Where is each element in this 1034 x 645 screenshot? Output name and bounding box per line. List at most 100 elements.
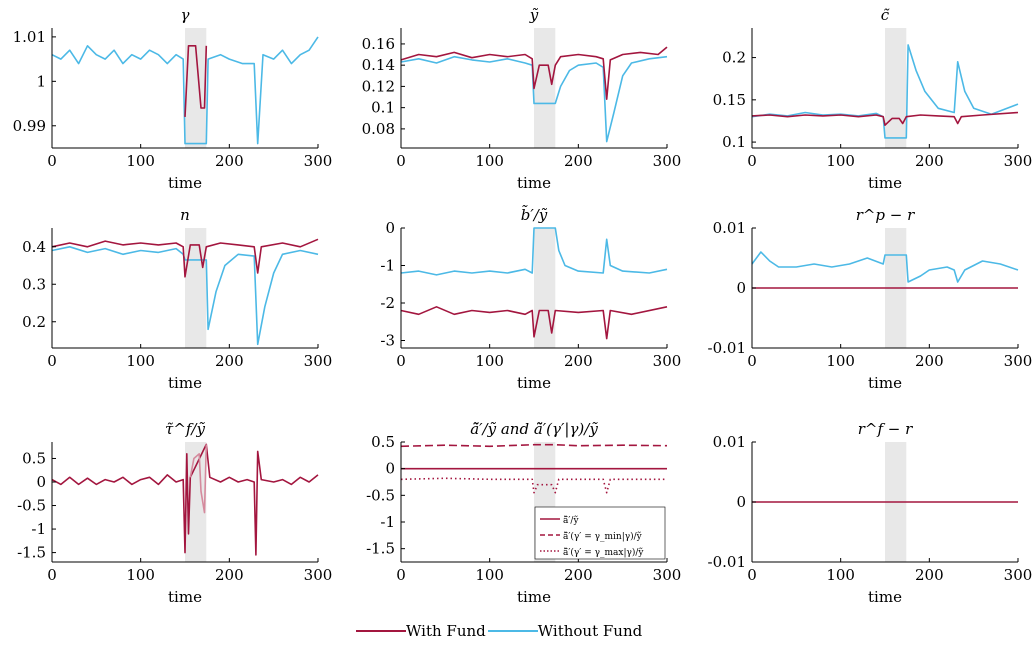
panel-1-xtick-label: 100 — [126, 152, 155, 170]
panel-9-ytick-label: 0.01 — [713, 433, 746, 451]
panel-8-legend-label-1: ã̃′/ỹ — [563, 515, 579, 526]
panel-5-series-2 — [400, 306, 668, 340]
panel-1-series-1 — [51, 36, 319, 145]
panel-6-ytick-label: -0.01 — [708, 339, 746, 357]
panel-7-ytick-label: -1 — [31, 520, 46, 538]
legend-with-fund: With Fund — [356, 622, 486, 640]
panel-2-ytick-label: 0.14 — [362, 56, 395, 74]
panel-2-xtick-label: 100 — [475, 152, 504, 170]
panel-7-title: τ̃^f/ỹ — [165, 420, 205, 438]
panel-7-shade-band — [185, 442, 207, 562]
panel-2-xtick-label: 0 — [396, 152, 406, 170]
panel-4: 0 100 200 300 0.4 0.3 0.2 n time — [22, 206, 332, 392]
panel-8-ytick-label: -1.5 — [366, 540, 395, 558]
panel-6-series-1 — [751, 251, 1019, 283]
panel-3-xtick-label: 0 — [747, 152, 757, 170]
panel-5-series-1 — [400, 227, 668, 276]
panel-5-ytick-label: -1 — [380, 257, 395, 275]
panel-1-series-2 — [184, 45, 208, 117]
panel-4-xlabel: time — [168, 374, 202, 392]
panel-8-legend-label-3: ã̃′(γ′ = γ_max|γ)/ỹ — [563, 547, 644, 558]
panel-2-xlabel: time — [517, 174, 551, 192]
panel-2-shade-band — [534, 28, 556, 148]
legend-with-fund-label: With Fund — [406, 622, 486, 640]
panel-5-xtick-label: 200 — [564, 352, 593, 370]
panel-3-ytick-label: 0.15 — [713, 91, 746, 109]
panel-7-ytick-label: 0 — [36, 473, 46, 491]
panel-2-xtick-label: 200 — [564, 152, 593, 170]
panel-8-ytick-label: -1 — [380, 513, 395, 531]
panel-3-xtick-label: 300 — [1004, 152, 1033, 170]
panel-6-ytick-label: 0 — [736, 279, 746, 297]
panel-9-xtick-label: 200 — [915, 566, 944, 584]
panel-3-series-1 — [751, 44, 1019, 139]
panel-4-ytick-label: 0.4 — [22, 238, 46, 256]
panel-8: 0 100 200 300 0.5 0 -0.5 -1 -1.5 ã̃′/ỹ and ã̃′(γ′… — [366, 420, 681, 606]
panel-6-xtick-label: 100 — [826, 352, 855, 370]
panel-8-legend-box — [534, 506, 666, 560]
panel-8-ytick-label: -0.5 — [366, 486, 395, 504]
panel-5-xtick-label: 0 — [396, 352, 406, 370]
panel-7-ytick-label: 0.5 — [22, 449, 46, 467]
panel-6-ytick-label: 0.01 — [713, 219, 746, 237]
panel-2-xtick-label: 300 — [653, 152, 682, 170]
panel-7: 0 100 200 300 0.5 0 -0.5 -1 -1.5 τ̃^f/ỹ time — [17, 420, 332, 606]
panel-4-shade-band — [185, 228, 207, 348]
panel-2-series-1 — [400, 55, 668, 143]
panel-9-title: r^f − r — [858, 420, 913, 438]
panel-4-xtick-label: 100 — [126, 352, 155, 370]
panel-3-shade-band — [885, 28, 907, 148]
panel-1-xtick-label: 300 — [304, 152, 333, 170]
panel-7-series-2 — [189, 444, 208, 514]
panel-2-series-2 — [400, 46, 668, 100]
panel-9-xtick-label: 100 — [826, 566, 855, 584]
panel-1-ytick-label: 1 — [36, 72, 46, 90]
panel-4-title: n — [180, 206, 190, 224]
panel-6-xtick-label: 200 — [915, 352, 944, 370]
panel-7-xtick-label: 300 — [304, 566, 333, 584]
panel-2: 0 100 200 300 0.16 0.14 0.12 0.1 0.08 ỹ time — [362, 6, 682, 192]
panel-1-shade-band — [185, 28, 207, 148]
panel-7-series-1 — [51, 443, 319, 556]
legend-with-fund-line — [356, 630, 406, 632]
panel-7-xtick-label: 200 — [215, 566, 244, 584]
panel-2-ytick-label: 0.12 — [362, 77, 395, 95]
panel-3-ytick-label: 0.2 — [722, 49, 746, 67]
panel-5: 0 100 200 300 0 -1 -2 -3 b̃′/ỹ time — [380, 205, 681, 392]
panel-9-xtick-label: 300 — [1004, 566, 1033, 584]
panel-8-series-3 — [400, 477, 667, 494]
panel-4-series-1 — [51, 246, 319, 346]
panel-9-xtick-label: 0 — [747, 566, 757, 584]
panel-8-xtick-label: 0 — [396, 566, 406, 584]
panel-5-ytick-label: 0 — [385, 219, 395, 237]
panel-3-ytick-label: 0.1 — [722, 133, 746, 151]
panel-5-xtick-label: 300 — [653, 352, 682, 370]
panel-5-ytick-label: -2 — [380, 294, 395, 312]
panel-1-xtick-label: 0 — [47, 152, 57, 170]
panel-8-ytick-label: 0.5 — [371, 433, 395, 451]
legend-without-fund-label: Without Fund — [537, 622, 643, 640]
panel-8-xtick-label: 300 — [653, 566, 682, 584]
panel-2-ytick-label: 0.08 — [362, 120, 395, 138]
panel-7-ytick-label: -1.5 — [17, 544, 46, 562]
panel-4-series-2 — [51, 238, 319, 278]
panel-2-ytick-label: 0.1 — [371, 99, 395, 117]
panel-5-xlabel: time — [517, 374, 551, 392]
panel-2-title: ỹ — [529, 6, 539, 24]
panel-4-ytick-label: 0.3 — [22, 275, 46, 293]
panel-4-xtick-label: 300 — [304, 352, 333, 370]
panel-1-title: γ — [181, 6, 190, 24]
panel-8-xlabel: time — [517, 588, 551, 606]
panel-8-title: ã̃′/ỹ and ã̃′(γ′|γ)/ỹ — [470, 420, 598, 438]
panel-3-xlabel: time — [868, 174, 902, 192]
panel-9-xlabel: time — [868, 588, 902, 606]
panel-1: 0 100 200 300 1.01 1 0.99 γ time — [13, 6, 333, 192]
panel-7-xtick-label: 100 — [126, 566, 155, 584]
panel-4-xtick-label: 200 — [215, 352, 244, 370]
panel-6-title: r^p − r — [856, 206, 915, 224]
panel-3: 0 100 200 300 0.2 0.15 0.1 c̃ time — [713, 6, 1033, 192]
panel-6-xtick-label: 300 — [1004, 352, 1033, 370]
panel-8-xtick-label: 100 — [475, 566, 504, 584]
